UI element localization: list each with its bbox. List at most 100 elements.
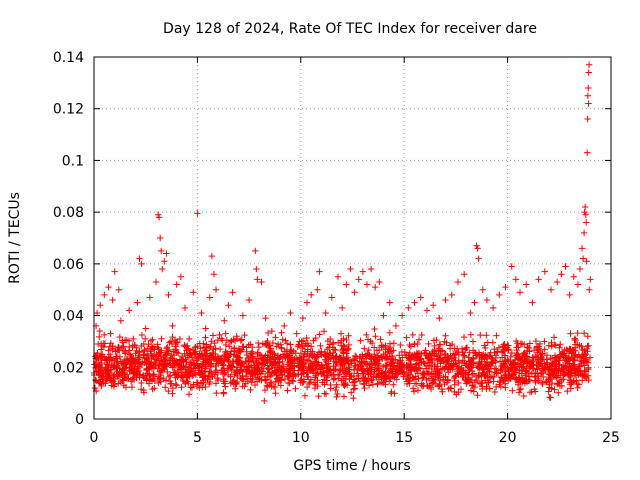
data-point (585, 84, 592, 92)
band-point (521, 380, 529, 387)
band-point (129, 356, 137, 364)
data-point (142, 325, 149, 332)
data-point (475, 255, 482, 262)
band-point (175, 350, 182, 357)
band-point (265, 365, 273, 372)
band-point (275, 359, 283, 366)
band-point (470, 360, 477, 367)
band-point (119, 377, 126, 384)
data-point (177, 273, 185, 280)
band-point (284, 373, 291, 381)
band-point (574, 367, 581, 374)
band-point (469, 359, 476, 366)
band-point (502, 384, 509, 391)
band-point (340, 393, 348, 400)
band-point (378, 374, 385, 381)
data-point (587, 276, 594, 283)
data-point (489, 304, 497, 312)
band-point (346, 372, 354, 380)
band-point (214, 376, 222, 384)
band-point (390, 340, 398, 347)
band-point (515, 389, 523, 396)
band-point (149, 336, 156, 343)
band-point (491, 365, 499, 372)
data-point (159, 265, 166, 273)
data-point (554, 278, 561, 286)
band-point (389, 352, 396, 360)
band-point (443, 359, 450, 366)
band-point (288, 377, 296, 384)
band-point (374, 380, 381, 387)
band-point (497, 367, 504, 374)
band-point (271, 361, 279, 368)
band-point (551, 354, 559, 361)
band-point (566, 379, 574, 386)
band-point (535, 359, 542, 367)
band-point (176, 366, 184, 373)
data-point (398, 312, 406, 319)
data-point (93, 309, 101, 317)
data-point (570, 273, 577, 280)
band-point (103, 361, 111, 368)
band-point (363, 358, 370, 366)
band-point (378, 342, 386, 349)
band-point (478, 379, 485, 387)
band-point (586, 354, 594, 361)
band-point (350, 385, 357, 393)
band-point (568, 350, 575, 357)
band-point (425, 375, 433, 382)
band-point (138, 379, 145, 387)
band-point (371, 358, 378, 366)
band-point (476, 361, 484, 368)
band-point (183, 347, 190, 354)
data-point (117, 317, 125, 324)
band-point (149, 353, 156, 360)
band-point (96, 379, 104, 387)
band-point (264, 337, 271, 345)
band-point (357, 337, 364, 344)
band-point (393, 369, 400, 377)
band-point (467, 387, 475, 394)
data-point (338, 304, 346, 312)
band-point (164, 347, 171, 355)
band-point (376, 371, 384, 379)
data-point (134, 299, 141, 306)
data-point (471, 299, 478, 306)
band-point (442, 332, 449, 339)
band-point (313, 370, 321, 377)
band-point (327, 335, 334, 343)
band-point (382, 346, 389, 353)
band-point (382, 352, 389, 360)
band-point (307, 343, 315, 350)
data-point (169, 322, 176, 330)
band-point (204, 359, 212, 366)
band-point (275, 367, 282, 374)
band-point (460, 333, 468, 341)
band-point (570, 356, 577, 364)
band-point (534, 345, 541, 353)
band-point (189, 371, 197, 379)
band-point (149, 372, 157, 380)
x-axis-title: GPS time / hours (293, 458, 410, 474)
band-point (382, 375, 389, 382)
band-point (128, 366, 135, 373)
band-point (429, 357, 436, 365)
band-point (501, 360, 509, 368)
band-point (115, 380, 122, 387)
band-point (567, 330, 574, 337)
band-point (574, 329, 581, 337)
band-point (457, 385, 465, 393)
band-point (283, 351, 290, 358)
band-point (487, 362, 494, 369)
band-point (282, 337, 289, 344)
band-point (491, 345, 498, 353)
band-point (417, 356, 425, 363)
band-point (461, 359, 468, 367)
band-point (271, 383, 279, 391)
data-point (150, 343, 158, 350)
band-point (441, 350, 448, 358)
band-point (337, 330, 345, 337)
band-point (231, 371, 238, 379)
band-point (359, 355, 367, 362)
data-point (206, 294, 214, 301)
